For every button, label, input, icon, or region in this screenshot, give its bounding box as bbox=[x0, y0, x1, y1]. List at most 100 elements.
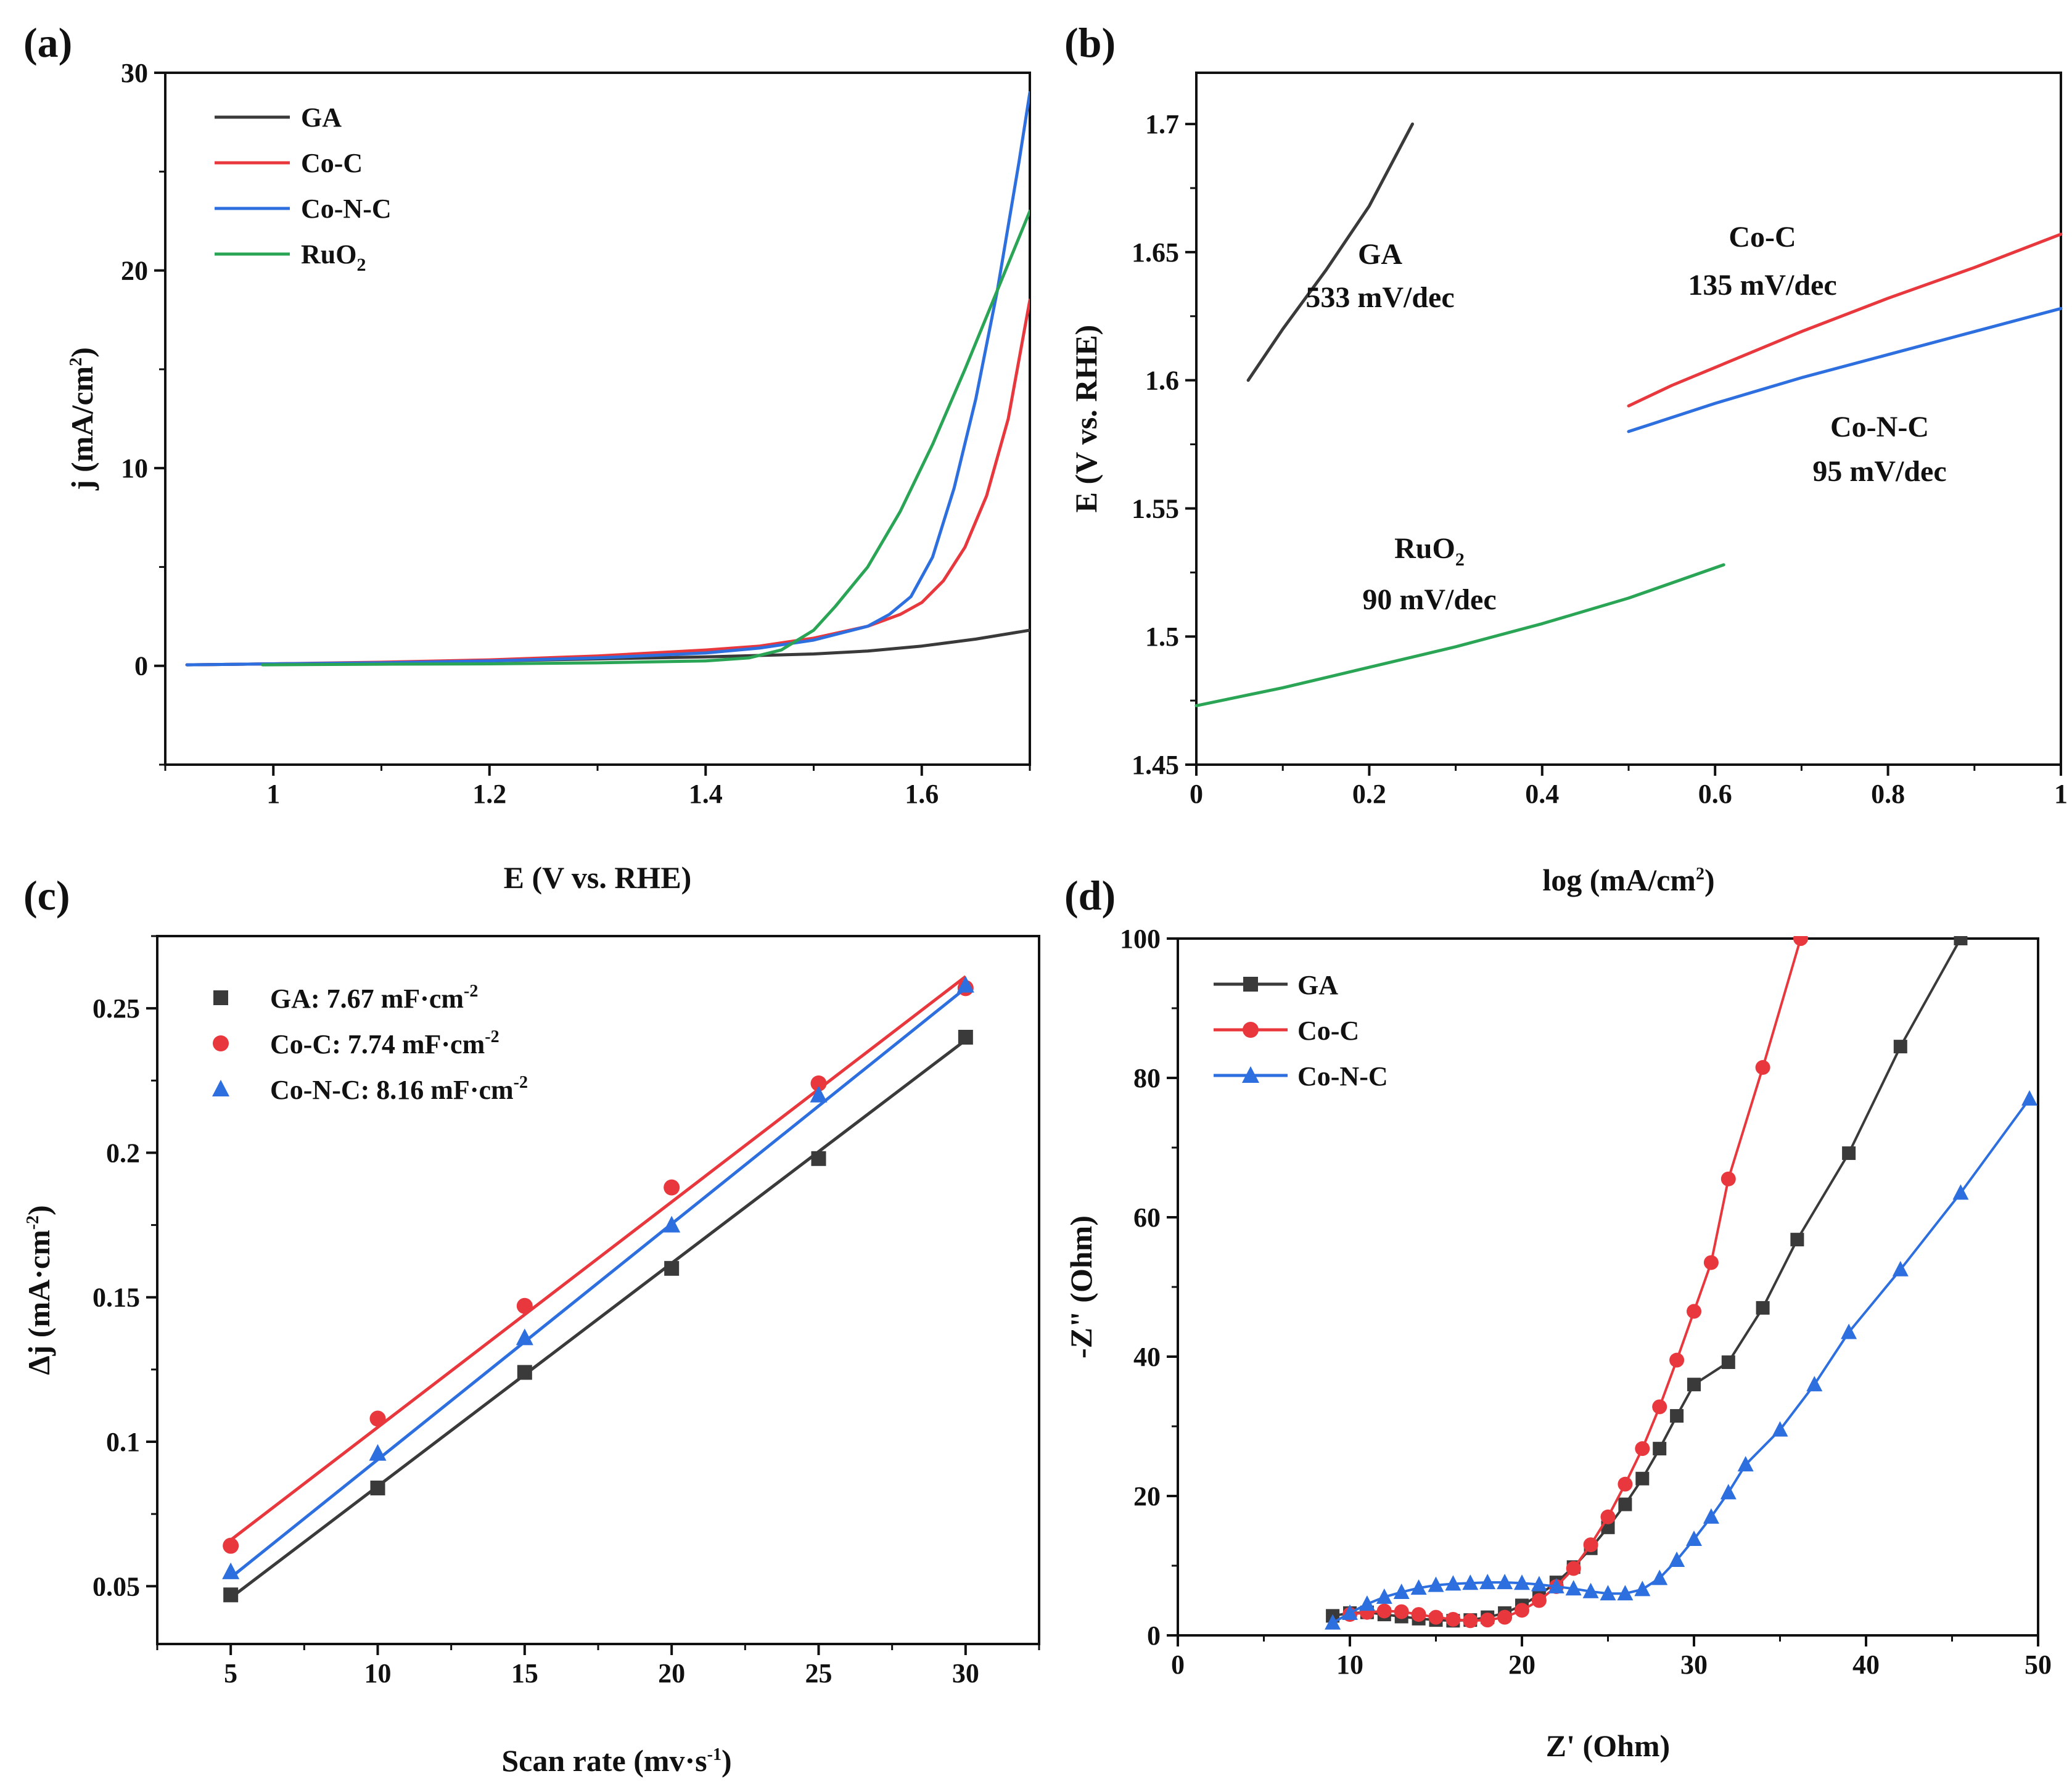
y-tick-label: 100 bbox=[1120, 924, 1161, 954]
x-tick-label: 40 bbox=[1852, 1650, 1880, 1680]
data-point-co-c bbox=[1497, 1609, 1513, 1625]
legend-label-co-n-c-part: Co-N-C: 8.16 mF·cm bbox=[270, 1075, 514, 1105]
data-point-co-n-c bbox=[516, 1328, 533, 1346]
y-tick-label: 1.45 bbox=[1132, 750, 1179, 780]
legend-label-ga: GA bbox=[301, 102, 342, 133]
y-axis-label-part: ) bbox=[22, 1205, 56, 1215]
y-tick-label: 0.05 bbox=[92, 1571, 140, 1601]
annotation-ruo2-name-part: RuO bbox=[1394, 532, 1455, 565]
data-point-co-c bbox=[1652, 1399, 1667, 1415]
x-tick-label: 1 bbox=[266, 779, 280, 809]
data-point-co-n-c bbox=[1892, 1260, 1909, 1276]
data-point-co-n-c bbox=[1600, 1585, 1616, 1601]
legend-label-ga: GA: 7.67 mF·cm-2 bbox=[270, 982, 478, 1014]
annotation-ga-slope: 533 mV/dec bbox=[1305, 281, 1454, 314]
data-point-ga bbox=[811, 1151, 826, 1166]
x-tick-label: 10 bbox=[364, 1658, 392, 1688]
data-point-co-c bbox=[1687, 1304, 1701, 1319]
y-tick-label: 20 bbox=[1133, 1481, 1161, 1511]
data-point-co-n-c bbox=[1359, 1595, 1375, 1611]
legend-label-co-c: Co-C bbox=[301, 148, 363, 178]
panel-a-label: (a) bbox=[23, 19, 72, 66]
data-point-co-n-c bbox=[1686, 1531, 1702, 1547]
data-point-co-n-c bbox=[956, 976, 974, 993]
data-point-co-n-c bbox=[1531, 1576, 1547, 1592]
data-point-co-n-c bbox=[810, 1085, 828, 1103]
data-point-co-c bbox=[1669, 1352, 1685, 1368]
data-point-ga bbox=[1790, 1233, 1804, 1247]
y-tick-label: 40 bbox=[1133, 1342, 1161, 1372]
x-tick-label: 30 bbox=[1680, 1650, 1708, 1680]
data-point-ga bbox=[1618, 1497, 1632, 1511]
data-point-co-n-c bbox=[663, 1215, 681, 1233]
y-tick-label: 0.1 bbox=[106, 1427, 140, 1457]
legend-label-co-n-c-part: -2 bbox=[514, 1073, 528, 1092]
data-point-co-c bbox=[1720, 1171, 1736, 1186]
series-line-co-c bbox=[1627, 232, 2063, 408]
fit-line-co-n-c bbox=[229, 987, 967, 1579]
data-point-co-n-c bbox=[1720, 1484, 1737, 1500]
annotation-ruo2-name: RuO2 bbox=[1394, 532, 1465, 570]
data-point-co-n-c bbox=[2021, 1090, 2038, 1106]
data-point-ga bbox=[1687, 1378, 1701, 1392]
data-point-co-n-c bbox=[1410, 1579, 1427, 1595]
legend-label-co-c-part: -2 bbox=[485, 1027, 499, 1046]
series-line-ga bbox=[185, 628, 1030, 667]
data-point-ga bbox=[1670, 1409, 1684, 1423]
y-tick-label: 10 bbox=[121, 453, 148, 483]
data-point-co-c bbox=[1480, 1613, 1495, 1628]
x-tick-label: 1.4 bbox=[689, 779, 723, 809]
x-axis-label: E (V vs. RHE) bbox=[504, 860, 692, 895]
data-point-ga bbox=[1893, 1040, 1907, 1054]
data-point-co-c bbox=[1703, 1255, 1719, 1270]
x-tick-label: 1.2 bbox=[472, 779, 506, 809]
y-tick-label: 30 bbox=[121, 58, 148, 88]
annotation-ga-name: GA bbox=[1358, 238, 1402, 271]
data-point-co-c bbox=[1618, 1476, 1633, 1492]
panel-c-label: (c) bbox=[23, 872, 70, 919]
y-tick-label: 80 bbox=[1133, 1063, 1161, 1093]
x-tick-label: 0.8 bbox=[1871, 779, 1905, 809]
legend-label-ga: GA bbox=[1297, 970, 1338, 1000]
data-point-ga bbox=[1842, 1146, 1856, 1161]
x-axis-label: log (mA/cm2) bbox=[1542, 863, 1714, 897]
series-group bbox=[1325, 936, 2038, 1630]
y-axis-label-part: Δj (mA·cm bbox=[22, 1230, 56, 1375]
annotation-conc-slope: 95 mV/dec bbox=[1812, 455, 1946, 488]
data-point-co-c bbox=[1394, 1604, 1409, 1619]
legend-label-ga-part: GA: 7.67 mF·cm bbox=[270, 984, 464, 1014]
y-tick-label: 60 bbox=[1133, 1202, 1161, 1233]
legend-label-ruo2-part: RuO bbox=[301, 239, 356, 269]
x-tick-label: 25 bbox=[805, 1658, 832, 1688]
x-axis-label-part: log (mA/cm bbox=[1542, 863, 1696, 897]
y-tick-label: 1.7 bbox=[1145, 109, 1179, 139]
data-point-co-c bbox=[1566, 1561, 1581, 1576]
x-axis-label-part: 2 bbox=[1696, 865, 1704, 884]
data-point-ga bbox=[1954, 936, 1968, 945]
legend-label-ruo2: RuO2 bbox=[301, 239, 366, 275]
data-point-co-n-c bbox=[369, 1444, 387, 1461]
panel-c: (c) 5 10 15 20 25 30 0.05 0.1 0.15 0.2 0.25 GA: 7.67… bbox=[22, 872, 1040, 1778]
x-tick-label: 50 bbox=[2025, 1650, 2052, 1680]
data-point-ga bbox=[958, 1030, 973, 1045]
y-tick-label: 1.55 bbox=[1132, 493, 1179, 524]
data-point-co-n-c bbox=[1342, 1604, 1358, 1620]
annotation-conc-name: Co-N-C bbox=[1830, 411, 1929, 443]
fit-line-co-c bbox=[229, 975, 967, 1542]
y-tick-label: 0.2 bbox=[106, 1138, 140, 1168]
data-point-co-n-c bbox=[1634, 1580, 1651, 1597]
data-point-co-c bbox=[516, 1297, 533, 1314]
series-line-ga bbox=[1331, 937, 1962, 1622]
data-point-co-n-c bbox=[1841, 1323, 1857, 1339]
legend-marker-co-c bbox=[213, 1035, 229, 1051]
series-line-co-c bbox=[1349, 937, 1802, 1622]
y-tick-label: 1.5 bbox=[1145, 622, 1179, 652]
panel-d: (d) 0 10 20 30 40 50 0 20 40 60 80 100 GA Co-C Co-N-C Z'… bbox=[1064, 872, 2052, 1763]
x-tick-label: 0.4 bbox=[1525, 779, 1559, 809]
legend-label-ruo2-part: 2 bbox=[356, 255, 366, 275]
data-point-co-n-c bbox=[1479, 1574, 1496, 1590]
data-point-ga bbox=[1756, 1301, 1770, 1315]
annotation-ruo2-slope: 90 mV/dec bbox=[1362, 583, 1496, 616]
data-point-ga bbox=[1653, 1442, 1667, 1456]
y-tick-label: 0.25 bbox=[92, 993, 140, 1024]
